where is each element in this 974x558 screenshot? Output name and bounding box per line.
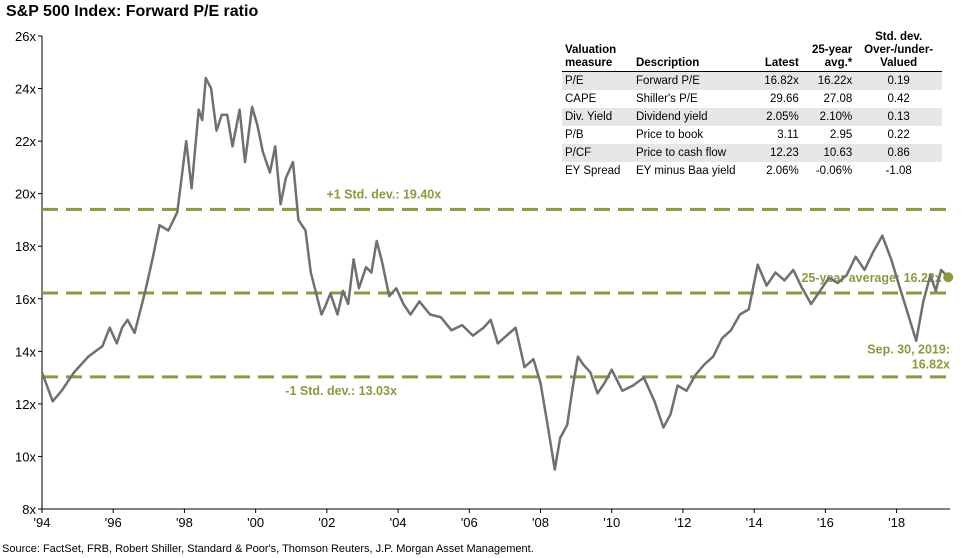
- header-measure: Valuation measure: [565, 44, 617, 69]
- y-tick-label: 12x: [15, 397, 36, 412]
- cell-avg: 2.10%: [801, 108, 856, 126]
- header-avg: 25-year avg.*: [811, 44, 853, 69]
- header-stddev: Std. dev. Over-/under- Valued: [864, 31, 934, 69]
- chart-title: S&P 500 Index: Forward P/E ratio: [6, 3, 259, 20]
- x-tick-label: '16: [817, 515, 834, 530]
- x-tick-label: '98: [176, 515, 193, 530]
- x-axis: '94 '96 '98 '00 '02 '04 '06 '08 '10 '12 '14 '16 '18: [34, 508, 950, 530]
- x-tick-label: '18: [888, 515, 905, 530]
- x-tick-label: '00: [247, 515, 264, 530]
- table-row: Div. Yield Dividend yield 2.05% 2.10% 0.…: [562, 108, 942, 126]
- cell-latest: 29.66: [770, 93, 799, 105]
- y-tick-label: 8x: [22, 502, 36, 517]
- y-tick-label: 18x: [15, 239, 36, 254]
- cell-avg: 10.63: [801, 144, 856, 162]
- endpoint-group: Sep. 30, 2019:16.82x: [867, 272, 954, 371]
- x-tick-label: '06: [461, 515, 478, 530]
- x-tick-label: '08: [532, 515, 549, 530]
- table-row: EY Spread EY minus Baa yield 2.06% -0.06…: [562, 162, 942, 180]
- x-tick-label: '04: [390, 515, 407, 530]
- x-tick-label: '02: [318, 515, 335, 530]
- cell-avg: 2.95: [829, 129, 853, 141]
- endpoint-label-date: Sep. 30, 2019:: [867, 342, 950, 356]
- cell-stddev: 0.13: [855, 108, 942, 126]
- x-tick-label: '96: [105, 515, 122, 530]
- x-tick-label: '94: [34, 515, 51, 530]
- series-group: [40, 76, 950, 471]
- cell-latest: 16.82x: [754, 71, 802, 90]
- cell-stddev: 0.22: [887, 129, 910, 141]
- cell-latest: 2.06%: [766, 165, 799, 177]
- cell-stddev: -1.08: [885, 165, 912, 177]
- table-row: P/B Price to book 3.11 2.95 0.22: [562, 126, 942, 144]
- y-tick-label: 14x: [15, 344, 36, 359]
- header-latest: Latest: [764, 57, 799, 69]
- cell-avg: -0.06%: [815, 165, 853, 177]
- cell-measure: P/CF: [562, 144, 633, 162]
- reference-line-label: +1 Std. dev.: 19.40x: [326, 187, 441, 201]
- cell-stddev: 0.86: [855, 144, 942, 162]
- valuation-table: Valuation measure Description Latest 25-y…: [562, 30, 942, 180]
- cell-measure: Div. Yield: [562, 108, 633, 126]
- reference-line-label: -1 Std. dev.: 13.03x: [285, 384, 397, 398]
- header-description: Description: [635, 57, 700, 69]
- cell-latest: 2.05%: [754, 108, 802, 126]
- cell-measure: P/E: [562, 71, 633, 90]
- reference-lines: +1 Std. dev.: 19.40x 25-year average: 16.…: [42, 187, 950, 398]
- source-note: Source: FactSet, FRB, Robert Shiller, St…: [2, 543, 534, 555]
- cell-latest: 12.23: [754, 144, 802, 162]
- x-tick-label: '10: [603, 515, 620, 530]
- endpoint-marker: [943, 272, 954, 283]
- table-row: CAPE Shiller's P/E 29.66 27.08 0.42: [562, 90, 942, 108]
- cell-stddev: 0.42: [887, 93, 910, 105]
- y-axis: 8x 10x 12x 14x 16x 18x 20x 22x 24x 26x: [15, 29, 43, 517]
- cell-avg: 27.08: [823, 93, 853, 105]
- y-tick-label: 10x: [15, 449, 36, 464]
- cell-measure: P/B: [565, 129, 584, 141]
- cell-avg: 16.22x: [801, 71, 856, 90]
- cell-measure: CAPE: [565, 93, 597, 105]
- endpoint-label-value: 16.82x: [912, 357, 950, 371]
- cell-description: Price to book: [635, 129, 704, 141]
- cell-stddev: 0.19: [855, 71, 942, 90]
- pe-series-line: [40, 76, 950, 471]
- cell-latest: 3.11: [777, 129, 799, 141]
- cell-measure: EY Spread: [565, 165, 621, 177]
- y-tick-label: 20x: [15, 187, 36, 202]
- cell-description: Forward P/E: [632, 71, 755, 90]
- x-tick-label: '12: [674, 515, 691, 530]
- cell-description: Shiller's P/E: [635, 93, 698, 105]
- cell-description: EY minus Baa yield: [635, 165, 736, 177]
- x-tick-label: '14: [746, 515, 763, 530]
- y-tick-label: 16x: [15, 292, 36, 307]
- y-tick-label: 24x: [15, 82, 36, 97]
- cell-description: Dividend yield: [632, 108, 755, 126]
- table-row: P/E Forward P/E 16.82x 16.22x 0.19: [562, 71, 942, 90]
- table-row: P/CF Price to cash flow 12.23 10.63 0.86: [562, 144, 942, 162]
- y-tick-label: 26x: [15, 29, 36, 44]
- y-tick-label: 22x: [15, 134, 36, 149]
- table-header-row: Valuation measure Description Latest 25-y…: [562, 30, 942, 72]
- reference-line-label: 25-year average: 16.22x: [801, 271, 941, 285]
- cell-description: Price to cash flow: [632, 144, 755, 162]
